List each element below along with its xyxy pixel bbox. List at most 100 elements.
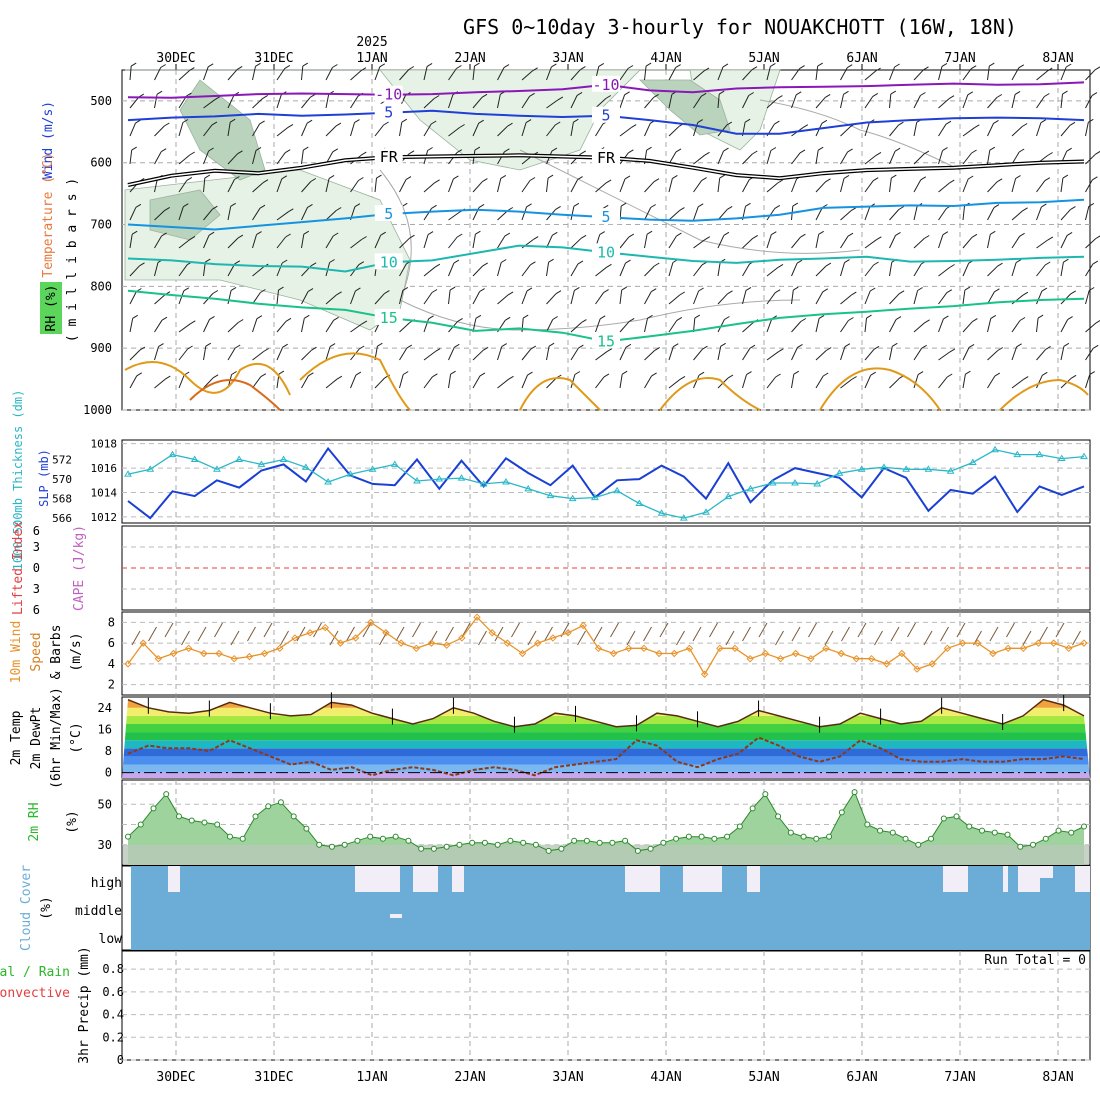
wind-barb <box>938 234 944 249</box>
rh-marker <box>277 799 284 806</box>
rh-marker <box>1017 843 1024 850</box>
wind-barb <box>766 66 771 81</box>
wind-barb-flag <box>1091 92 1098 97</box>
date-tick-bottom: 8JAN <box>1042 1070 1073 1085</box>
wind-speed-marker <box>594 644 603 653</box>
wind-barb <box>913 374 919 389</box>
chart-title: GFS 0~10day 3-hourly for NOUAKCHOTT (16W… <box>463 15 1017 39</box>
wind-barb-flag <box>285 317 292 322</box>
wind-barb <box>448 262 455 277</box>
isotherm-label: 15 <box>380 309 398 327</box>
wind-barb <box>1036 375 1043 389</box>
wind-barb-flag <box>870 371 876 376</box>
wind-barb <box>987 150 991 165</box>
surface-wind-barb <box>940 626 949 642</box>
wind-barb-flag <box>997 262 1003 267</box>
wind-barb-flag <box>237 234 244 239</box>
wind-barb <box>742 347 751 361</box>
thickness-tick-label: 572 <box>52 454 72 467</box>
rh-marker <box>316 841 323 848</box>
wind-barb-flag <box>211 121 218 126</box>
wind-barb <box>962 178 969 193</box>
wind-barb-flag <box>949 348 956 353</box>
wind-unit-label: (m/s) <box>69 632 84 671</box>
surface-wind-barb <box>412 622 421 638</box>
wind-barb-flag <box>1045 345 1051 350</box>
cloud-label: Cloud Cover <box>19 865 34 951</box>
wind-barb <box>693 206 699 221</box>
wind-barb-flag <box>457 317 463 322</box>
wind-barb-flag <box>646 146 652 151</box>
temperature-band <box>122 748 1090 757</box>
wind-barb-flag <box>800 318 807 322</box>
wind-barb-flag <box>796 259 803 264</box>
wind-barb <box>203 377 214 389</box>
wind-barb <box>570 290 575 305</box>
wind-barb <box>521 264 531 277</box>
wind-barb-flag <box>1022 376 1029 381</box>
wind-barb-flag <box>532 236 539 241</box>
wind-barb-flag <box>522 314 529 319</box>
wind-barb-flag <box>504 232 511 237</box>
wind-barb-flag <box>1070 206 1076 211</box>
thickness-axis-label: 1000-500mb Thickness (dm) <box>11 390 25 571</box>
wind-barb-flag <box>974 124 980 129</box>
wind-barb-flag <box>333 316 339 321</box>
isotherm-warm <box>519 367 1089 411</box>
thickness-marker <box>168 450 177 458</box>
wind-barb-flag <box>945 120 952 125</box>
wind-speed-marker <box>898 649 906 658</box>
wind-barb-flag <box>1016 343 1022 348</box>
wind-barb-flag <box>453 259 460 264</box>
surface-wind-barb <box>395 626 405 642</box>
wind-barb <box>791 374 795 389</box>
wind-barb <box>889 94 892 109</box>
wind-barb-flag <box>288 208 294 213</box>
wind-barb <box>864 180 874 193</box>
wind-speed-marker <box>1080 639 1088 647</box>
wind-barb-flag <box>1092 344 1099 349</box>
wind-barb-flag <box>948 95 955 100</box>
wind-barb <box>1060 346 1065 361</box>
wind-barb-flag <box>606 263 612 268</box>
isotherm-label: FR <box>597 149 616 167</box>
wind-barb-flag <box>187 345 193 350</box>
wind-barb <box>350 95 359 109</box>
wind-barb <box>742 238 754 249</box>
wind-barb <box>668 294 681 305</box>
wind-barb <box>938 182 950 193</box>
wind-barb-flag <box>156 90 163 95</box>
wind-barb <box>1085 290 1090 305</box>
wind-barb <box>252 182 264 193</box>
pressure-tick-label: 700 <box>90 218 112 232</box>
temperature-band <box>122 699 1090 708</box>
wind-barb <box>840 94 844 109</box>
wind-barb-flag <box>135 119 141 124</box>
wind-barb-flag <box>628 149 634 154</box>
thickness-marker <box>702 508 710 515</box>
wind-barb <box>1085 95 1093 109</box>
wind-barb <box>840 379 852 389</box>
thickness-marker <box>190 455 199 463</box>
wind-barb <box>962 206 965 221</box>
rh-marker <box>1081 823 1087 830</box>
wind-barb-flag <box>777 263 784 268</box>
wind-barb <box>178 122 184 137</box>
wind-speed-marker <box>1065 644 1073 653</box>
wind-barb-flag <box>724 316 730 320</box>
thickness-marker <box>390 460 399 467</box>
wind-barb-flag <box>230 286 237 291</box>
wind-barb <box>644 318 648 333</box>
thickness-marker <box>235 455 244 463</box>
wind-barb <box>1011 236 1021 249</box>
wind-barb <box>717 293 728 305</box>
rh-marker <box>1055 827 1062 834</box>
wind-barb-flag <box>1063 342 1070 347</box>
wind-speed-marker <box>791 649 800 658</box>
wind-barb-flag <box>263 348 269 352</box>
wind-barb-flag <box>745 202 751 207</box>
precip-tick-label: 0 <box>117 1053 124 1067</box>
wind-barb <box>570 237 582 249</box>
wind-tick-label: 6 <box>108 636 115 650</box>
wind-barb-flag <box>237 150 243 155</box>
